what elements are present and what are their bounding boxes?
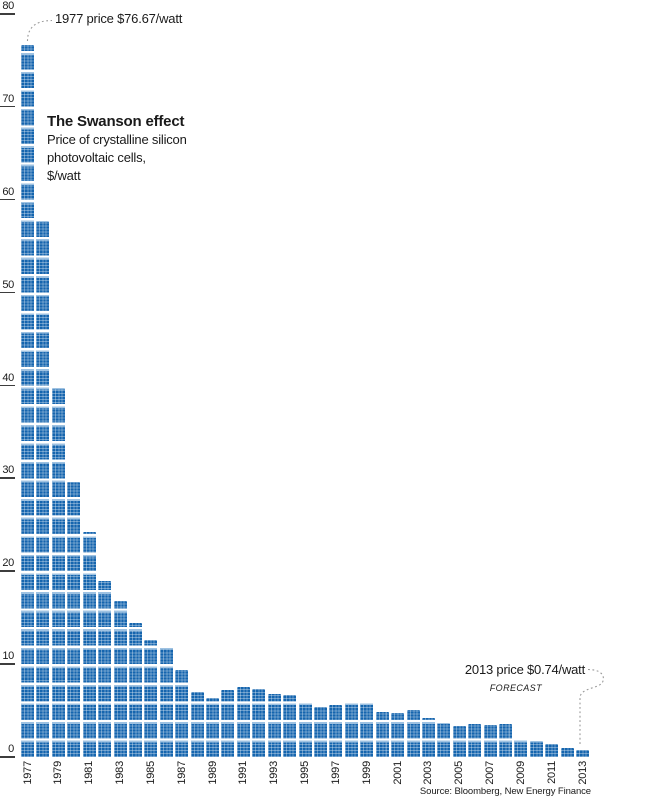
bar-1997 (329, 704, 343, 757)
bar-1977 (21, 44, 34, 757)
bar-1994 (283, 694, 297, 757)
chart-subtitle-line3: $/watt (47, 168, 81, 183)
bar-1982 (98, 580, 112, 757)
bar-1988 (190, 691, 204, 757)
y-axis-tick (0, 570, 15, 572)
bar-1989 (206, 697, 220, 757)
forecast-label: FORECAST (489, 683, 542, 693)
bar-2002 (406, 709, 420, 757)
chart-title: The Swanson effect (47, 113, 185, 130)
x-axis-label-2001: 2001 (391, 761, 404, 785)
x-axis-label-2005: 2005 (453, 761, 466, 785)
x-axis-label-1999: 1999 (360, 761, 373, 785)
y-axis-label: 40 (2, 371, 14, 384)
source-note: Source: Bloomberg, New Energy Finance (419, 786, 591, 797)
x-axis-label-2009: 2009 (514, 761, 527, 785)
bar-1991 (236, 687, 250, 757)
bar-1984 (128, 623, 142, 757)
bar-1987 (175, 669, 189, 757)
chart-subtitle-line2: photovoltaic cells, (47, 150, 146, 165)
y-axis-tick (0, 663, 15, 665)
bar-2012 (560, 747, 574, 757)
x-axis-label-1987: 1987 (175, 761, 188, 785)
bar-1979 (51, 388, 65, 757)
y-axis-tick (0, 384, 15, 386)
bar-2008 (499, 724, 513, 757)
bar-1993 (267, 693, 281, 757)
x-axis-label-1997: 1997 (329, 761, 342, 785)
y-axis-label: 0 (8, 743, 14, 755)
y-axis-label: 10 (2, 650, 14, 663)
chart-subtitle-line1: Price of crystalline silicon (47, 132, 187, 147)
y-axis-label: 20 (2, 557, 14, 570)
annotation-1977-price: 1977 price $76.67/watt (55, 11, 183, 26)
bar-2009 (514, 739, 528, 757)
bar-1996 (313, 706, 327, 757)
bar-1985 (144, 639, 158, 757)
x-axis-label-2013: 2013 (576, 761, 589, 785)
bar-2005 (452, 726, 466, 757)
x-axis-label-2011: 2011 (545, 761, 558, 784)
bar-1990 (221, 690, 235, 757)
x-axis-label-1985: 1985 (144, 761, 157, 785)
bar-2013 (576, 750, 590, 757)
y-axis-label: 30 (2, 464, 14, 477)
y-axis-label: 60 (2, 185, 14, 198)
bar-1995 (298, 702, 312, 757)
y-axis-tick (0, 291, 15, 294)
bar-1999 (360, 702, 374, 757)
title-block: The Swanson effect Price of crystalline … (47, 112, 187, 185)
bar-2011 (545, 743, 559, 757)
y-axis-tick (0, 105, 15, 108)
bar-2006 (468, 724, 482, 757)
y-axis-tick (0, 756, 15, 758)
bar-1992 (252, 689, 266, 757)
bar-2003 (421, 717, 435, 757)
x-axis-label-1981: 1981 (83, 761, 96, 785)
y-axis-tick (0, 198, 15, 201)
bar-1980 (67, 482, 81, 757)
bar-1998 (344, 702, 358, 757)
x-axis-label-1991: 1991 (237, 761, 250, 785)
x-axis-label-1995: 1995 (299, 761, 312, 785)
bar-1983 (113, 600, 127, 757)
y-axis-tick (0, 13, 15, 15)
y-axis-label: 70 (2, 92, 14, 105)
y-axis-tick (0, 477, 15, 479)
x-axis-label-1983: 1983 (114, 761, 127, 785)
y-axis-label: 50 (2, 278, 14, 291)
leader-line-1977 (26, 19, 53, 42)
annotation-2013-price: 2013 price $0.74/watt (464, 662, 585, 677)
leader-line-2013 (579, 668, 604, 746)
x-axis-label-2007: 2007 (484, 761, 497, 785)
bar-2010 (529, 741, 543, 757)
x-axis-label-2003: 2003 (422, 761, 435, 785)
bar-2007 (483, 725, 497, 757)
bar-2004 (437, 722, 451, 757)
y-axis-label: 80 (2, 0, 14, 12)
bar-2001 (391, 713, 405, 757)
bar-1978 (36, 221, 50, 757)
bar-2000 (375, 712, 389, 757)
bar-1986 (159, 647, 173, 757)
x-axis-label-1993: 1993 (268, 761, 281, 785)
bar-1981 (82, 532, 96, 757)
x-axis-label-1979: 1979 (52, 761, 65, 785)
x-axis-label-1989: 1989 (206, 761, 219, 785)
x-axis-label-1977: 1977 (21, 761, 34, 785)
